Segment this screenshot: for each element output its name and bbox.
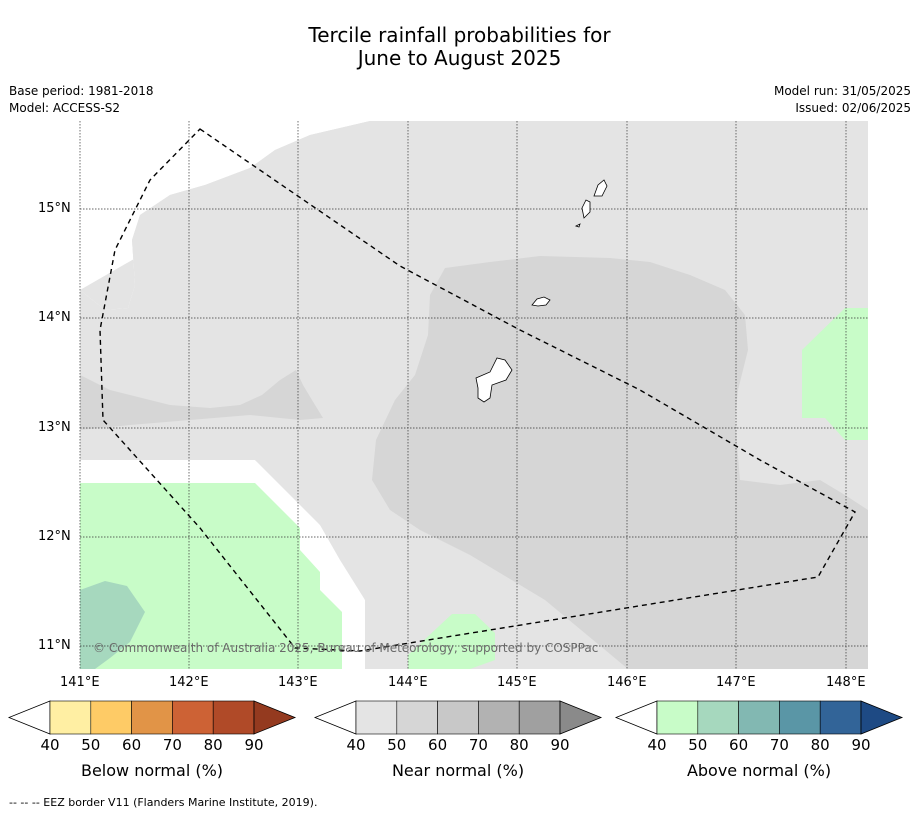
near-normal-low-arrow <box>313 700 357 735</box>
near-normal-50-60-west <box>80 370 323 430</box>
lat-label-11n: 11°N <box>38 638 71 653</box>
colorbars <box>7 700 904 735</box>
above-normal-tick-label: 80 <box>810 736 830 754</box>
meta-right: Model run: 31/05/2025 Issued: 02/06/2025 <box>774 83 911 117</box>
saipan-island <box>593 179 608 197</box>
above-normal-40-50-south <box>408 614 495 669</box>
below-normal-high-arrow <box>253 700 297 735</box>
below-normal-segment <box>172 700 214 735</box>
model-name: Model: ACCESS-S2 <box>9 101 121 115</box>
lon-label-141e: 141°E <box>60 675 100 690</box>
below-normal-tick-label: 40 <box>40 736 60 754</box>
lon-label-147e: 147°E <box>716 675 756 690</box>
aguijan-island <box>574 223 581 228</box>
near-normal-tick-label: 70 <box>468 736 488 754</box>
above-normal-40-50-southwest <box>80 483 342 669</box>
lon-label-144e: 144°E <box>388 675 428 690</box>
above-normal-tick-label: 50 <box>688 736 708 754</box>
below-normal-low-arrow <box>7 700 51 735</box>
graticule <box>79 121 868 669</box>
above-normal-segment <box>738 700 780 735</box>
near-normal-segment <box>478 700 520 735</box>
issued-date: Issued: 02/06/2025 <box>795 101 911 115</box>
below-normal-segment <box>90 700 132 735</box>
above-normal-tick-label: 90 <box>851 736 871 754</box>
above-normal-tick-label: 70 <box>769 736 789 754</box>
lon-label-145e: 145°E <box>497 675 537 690</box>
lat-label-14n: 14°N <box>38 310 71 325</box>
above-normal-tick-label: 40 <box>647 736 667 754</box>
near-normal-tick-label: 60 <box>428 736 448 754</box>
lon-label-146e: 146°E <box>607 675 647 690</box>
guam-island <box>475 357 513 403</box>
above-normal-40-50-east <box>802 308 868 440</box>
forecast-map <box>79 121 868 669</box>
above-normal-high-arrow <box>860 700 904 735</box>
below-normal-tick-label: 50 <box>81 736 101 754</box>
near-normal-segment <box>518 700 561 735</box>
eez-footnote: -- -- -- EEZ border V11 (Flanders Marine… <box>9 796 318 809</box>
near-normal-segment <box>437 700 479 735</box>
lon-label-142e: 142°E <box>169 675 209 690</box>
above-normal-tick-label: 60 <box>729 736 749 754</box>
near-normal-high-arrow <box>559 700 603 735</box>
lat-label-15n: 15°N <box>38 201 71 216</box>
lon-label-148e: 148°E <box>826 675 866 690</box>
near-normal-tick-label: 90 <box>550 736 570 754</box>
below-normal-segment <box>49 700 92 735</box>
model-run: Model run: 31/05/2025 <box>773 84 911 98</box>
near-normal-colorbar-title: Near normal (%) <box>391 761 525 780</box>
lat-label-13n: 13°N <box>38 420 71 435</box>
above-normal-segment <box>779 700 821 735</box>
map-title-line1: Tercile rainfall probabilities for <box>308 23 611 47</box>
above-normal-50-60-region <box>80 581 145 669</box>
colorbar-group <box>7 700 904 735</box>
near-normal-tick-label: 80 <box>509 736 529 754</box>
below-normal-segment <box>212 700 255 735</box>
above-normal-segment <box>819 700 862 735</box>
above-normal-colorbar-title: Above normal (%) <box>686 761 832 780</box>
map-title-line2: June to August 2025 <box>357 46 562 70</box>
rota-island <box>531 296 551 307</box>
below-normal-tick-label: 60 <box>122 736 142 754</box>
meta-left: Base period: 1981-2018 Model: ACCESS-S2 <box>9 83 154 117</box>
above-normal-segment <box>697 700 739 735</box>
lat-label-12n: 12°N <box>38 529 71 544</box>
islands <box>475 179 608 403</box>
lon-label-143e: 143°E <box>278 675 318 690</box>
tinian-island <box>581 199 591 219</box>
above-normal-segment <box>656 700 699 735</box>
base-period: Base period: 1981-2018 <box>9 84 154 98</box>
below-normal-colorbar-title: Below normal (%) <box>80 761 224 780</box>
copyright-notice: © Commonwealth of Australia 2025, Bureau… <box>93 641 599 655</box>
above-normal-low-arrow <box>614 700 658 735</box>
near-normal-tick-label: 40 <box>346 736 366 754</box>
below-normal-tick-label: 70 <box>162 736 182 754</box>
near-normal-segment <box>396 700 438 735</box>
below-normal-tick-label: 80 <box>203 736 223 754</box>
map-fill-layer <box>80 121 868 669</box>
near-normal-tick-label: 50 <box>387 736 407 754</box>
below-normal-tick-label: 90 <box>244 736 264 754</box>
eez-border <box>99 128 856 652</box>
below-normal-segment <box>131 700 173 735</box>
near-normal-segment <box>355 700 398 735</box>
